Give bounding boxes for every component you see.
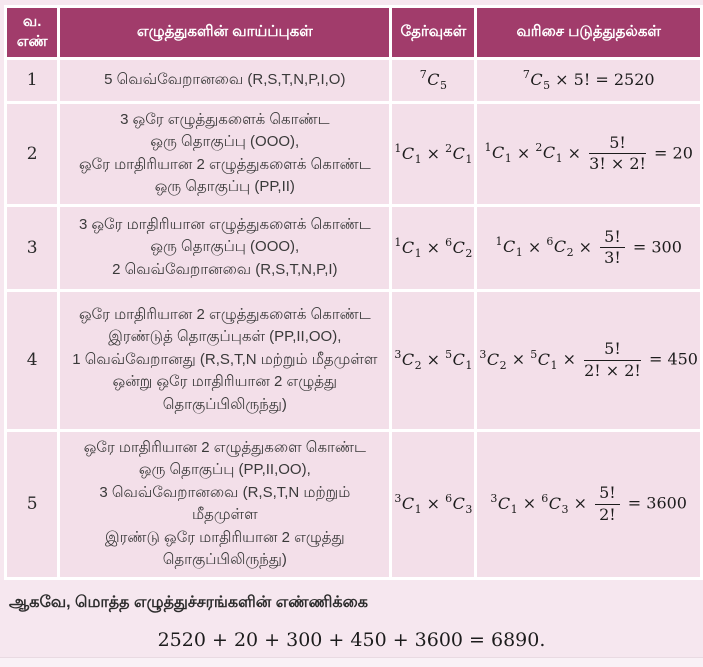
header-serial-number: வ. எண் (7, 8, 58, 57)
description-line: ஒரு தொகுப்பு (PP,II) (154, 178, 295, 195)
letter-arrangements-table: வ. எண் எழுத்துகளின் வாய்ப்புகள் தேர்வுகள… (4, 5, 703, 580)
description-line: தொகுப்பிலிருந்து) (162, 395, 287, 413)
selection-cell: 1C1 × 6C2 (392, 206, 475, 289)
arrangement-cell: 1C1 × 2C1 × 5! 3! × 2! = 20 (477, 103, 700, 204)
fraction-numerator: 5! (595, 483, 620, 505)
combination-term: 3C2 (394, 348, 422, 372)
fraction: 5! 3! × 2! (589, 133, 646, 174)
description-cell: ஒரே மாதிரியான 2 எழுத்துகளைக் கொண்ட இரண்டு… (60, 291, 390, 429)
description-line: ஒரு தொகுப்பு (PP,II,OO), (138, 461, 311, 478)
combination-term: 6C2 (546, 235, 574, 259)
table-row: 4 ஒரே மாதிரியான 2 எழுத்துகளைக் கொண்ட இரண்ட… (7, 291, 700, 429)
description-cell: ஒரே மாதிரியான 2 எழுத்துகளை கொண்ட ஒரு தொகு… (60, 431, 390, 577)
header-letter-possibilities: எழுத்துகளின் வாய்ப்புகள் (60, 8, 390, 57)
description-line: ஒரே மாதிரியான 2 எழுத்துகளைக் கொண்ட (78, 155, 371, 173)
fraction-denominator: 2! (599, 504, 616, 524)
combination-term: 6C2 (445, 235, 473, 260)
selection-cell: 3C2 × 5C1 (392, 291, 475, 429)
fraction-numerator: 5! (584, 339, 641, 361)
combination-term: 1C1 (495, 235, 523, 259)
description-line: 2 வெவ்வேறானவை (R,S,T,N,P,I) (112, 260, 338, 278)
combination-term: 3C1 (394, 492, 422, 516)
row-number-cell: 4 (7, 291, 58, 429)
combination-term: 7C5 (419, 68, 447, 92)
combination-term: 7C5 (522, 68, 551, 92)
fraction: 5! 3! (600, 227, 625, 268)
combination-term: 5C1 (445, 348, 473, 372)
combination-term: 1C1 (484, 141, 512, 165)
combination-term: 2C1 (445, 141, 473, 166)
combination-term: 3C2 (479, 347, 507, 372)
description-line: இரண்டு ஒரே மாதிரியான 2 எழுத்து (105, 528, 345, 546)
table-row: 5 ஒரே மாதிரியான 2 எழுத்துகளை கொண்ட ஒரு தொக… (7, 431, 700, 577)
fraction-denominator: 2! × 2! (584, 360, 641, 380)
description-line: 3 ஒரே எழுத்துகளைக் கொண்ட (120, 110, 330, 128)
description-line: ஒரு தொகுப்பு (OOO), (150, 238, 300, 256)
description-line: ஒரே மாதிரியான 2 எழுத்துகளை கொண்ட (83, 438, 366, 456)
table-row: 3 3 ஒரே மாதிரியான எழுத்துகளைக் கொண்ட ஒரு த… (7, 206, 700, 289)
page-bottom-edge (0, 657, 703, 667)
combination-term: 2C1 (535, 141, 563, 165)
description-line: தொகுப்பிலிருந்து) (162, 551, 287, 568)
fraction-denominator: 3! × 2! (589, 154, 646, 173)
row-number-cell: 2 (7, 103, 58, 204)
description-line: 3 வெவ்வேறானவை (R,S,T,N மற்றும் மீதமுள்ள (99, 483, 351, 524)
table-row: 2 3 ஒரே எழுத்துகளைக் கொண்ட ஒரு தொகுப்பு (O… (7, 103, 700, 204)
selection-cell: 7C5 (392, 59, 475, 101)
description-cell: 3 ஒரே எழுத்துகளைக் கொண்ட ஒரு தொகுப்பு (OO… (60, 103, 390, 204)
arrangement-cell: 1C1 × 6C2 × 5! 3! = 300 (477, 206, 700, 289)
row-number-cell: 5 (7, 431, 58, 577)
combination-term: 1C1 (394, 141, 422, 166)
description-line: ஒன்று ஒரே மாதிரியான 2 எழுத்து (112, 373, 338, 391)
row-number-cell: 1 (7, 59, 58, 101)
fraction: 5! 2! × 2! (584, 339, 641, 380)
description-line: ஒரு தொகுப்பு (OOO), (150, 133, 300, 150)
description-cell: 3 ஒரே மாதிரியான எழுத்துகளைக் கொண்ட ஒரு தொ… (60, 206, 390, 289)
arrangement-cell: 3C1 × 6C3 × 5! 2! = 3600 (477, 431, 700, 577)
fraction-numerator: 5! (600, 227, 625, 248)
table-header-row: வ. எண் எழுத்துகளின் வாய்ப்புகள் தேர்வுகள… (7, 8, 700, 57)
header-arrangements: வரிசை படுத்துதல்கள் (477, 8, 700, 57)
description-line: 5 வெவ்வேறானவை (R,S,T,N,P,I,O) (104, 70, 346, 88)
conclusion-text: ஆகவே, மொத்த எழுத்துச்சரங்களின் எண்ணிக்கை (9, 594, 369, 611)
combination-term: 6C3 (541, 491, 569, 516)
description-line: ஒரே மாதிரியான 2 எழுத்துகளைக் கொண்ட (78, 305, 371, 323)
selection-cell: 3C1 × 6C3 (392, 431, 475, 577)
selection-cell: 1C1 × 2C1 (392, 103, 475, 204)
combination-term: 5C1 (530, 347, 558, 372)
combination-term: 1C1 (394, 235, 422, 260)
row-number-cell: 3 (7, 206, 58, 289)
fraction-denominator: 3! (604, 248, 621, 267)
description-line: இரண்டுத் தொகுப்புகள் (PP,II,OO), (108, 328, 342, 346)
fraction-numerator: 5! (589, 133, 646, 154)
combination-term: 6C3 (445, 492, 473, 516)
combination-term: 3C1 (490, 491, 518, 516)
total-equation: 2520 + 20 + 300 + 450 + 3600 = 6890. (157, 629, 546, 651)
arrangement-cell: 7C5 × 5! = 2520 (477, 59, 700, 101)
header-selections: தேர்வுகள் (392, 8, 475, 57)
description-line: 3 ஒரே மாதிரியான எழுத்துகளைக் கொண்ட (78, 215, 371, 233)
fraction: 5! 2! (595, 483, 620, 524)
description-cell: 5 வெவ்வேறானவை (R,S,T,N,P,I,O) (60, 59, 390, 101)
description-line: 1 வெவ்வேறானது (R,S,T,N மற்றும் மீதமுள்ள (72, 350, 378, 368)
arrangement-cell: 3C2 × 5C1 × 5! 2! × 2! = 450 (477, 291, 700, 429)
